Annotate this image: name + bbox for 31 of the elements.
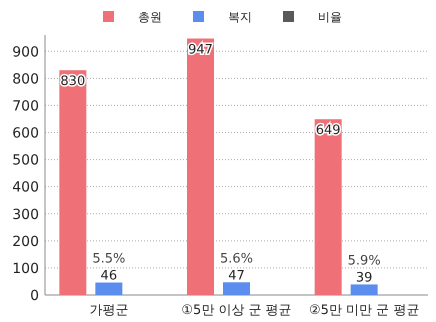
data-label: 47 [228,268,245,284]
y-tick-label: 800 [12,71,39,88]
data-label: 830 [60,74,86,90]
annotation: 5.5% [92,252,126,267]
x-tick-label: ①5만 이상 군 평균 [181,303,292,318]
data-label: 649 [316,123,341,138]
data-label: 39 [356,270,372,286]
y-tick-label: 500 [12,152,39,169]
legend-label: 복지 [228,10,252,24]
y-tick-label: 100 [12,260,39,277]
annotation: 5.6% [220,251,254,266]
bar [223,282,250,295]
y-tick-label: 700 [12,98,39,114]
x-tick-label: ②5만 미만 군 평균 [309,303,420,318]
bar [59,70,86,295]
annotation: 5.9% [348,253,381,268]
y-tick-label: 900 [12,44,39,60]
y-tick-label: 0 [30,288,39,304]
y-tick-label: 400 [12,180,39,196]
data-label: 947 [188,42,213,58]
bar [95,282,122,295]
y-tick-label: 600 [12,126,39,142]
legend-label: 비율 [318,10,342,24]
bar [187,38,214,295]
y-tick-label: 200 [12,234,39,250]
bar [314,119,342,295]
bar [350,284,378,295]
data-label: 46 [100,268,118,284]
legend-label: 총원 [138,10,162,24]
x-tick-label: 가평군 [89,303,128,318]
y-tick-label: 300 [12,206,39,223]
